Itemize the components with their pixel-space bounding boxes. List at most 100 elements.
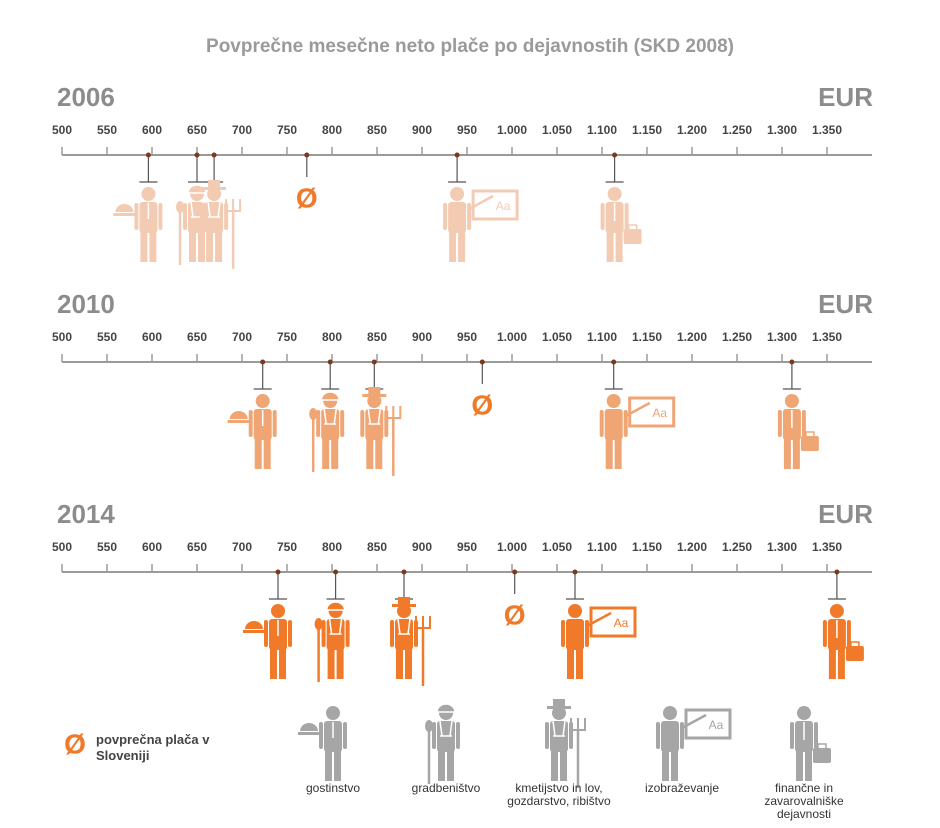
icon-head	[207, 187, 222, 201]
icon-head	[606, 394, 621, 408]
legend-average-symbol: Ø	[64, 728, 86, 759]
sector-icon	[390, 597, 431, 686]
icon-leg	[263, 439, 271, 469]
icon-leg	[375, 439, 383, 469]
icon-arm	[656, 722, 660, 749]
icon-leg	[140, 232, 148, 262]
sector-icon	[777, 394, 819, 469]
icon-pointer	[625, 401, 651, 418]
icon-hat	[325, 601, 346, 611]
icon-tray-base	[113, 213, 136, 216]
x-tick-label: 1.350	[812, 123, 842, 137]
sector-icon	[243, 604, 292, 679]
icon-torso	[661, 721, 679, 752]
x-tick-label: 800	[322, 123, 342, 137]
icon-leg	[615, 232, 623, 262]
icon-torso	[566, 619, 584, 650]
icon-arm	[340, 410, 345, 437]
icon-tray-base	[227, 420, 250, 423]
x-tick-label: 1.100	[587, 540, 617, 554]
x-tick-label: 900	[412, 123, 432, 137]
icon-torso	[604, 409, 623, 440]
icon-leg	[327, 649, 335, 679]
x-tick-label: 700	[232, 123, 252, 137]
icon-hat-brim	[362, 394, 387, 397]
pin-dot	[454, 152, 460, 158]
icon-arm	[158, 203, 163, 230]
x-tick-label: 950	[457, 330, 477, 344]
x-tick-label: 600	[142, 330, 162, 344]
x-tick-label: 600	[142, 123, 162, 137]
icon-head	[568, 604, 582, 618]
pin-dot	[572, 569, 578, 575]
legend-icon: Aa	[656, 706, 732, 781]
icon-arm	[801, 410, 806, 437]
pin-dot	[304, 152, 310, 158]
x-tick-label: 1.050	[542, 123, 572, 137]
icon-pointer	[468, 194, 494, 211]
legend-icon	[790, 706, 831, 781]
x-tick-label: 1.300	[767, 540, 797, 554]
icon-arm	[846, 620, 851, 647]
icon-arm	[360, 410, 365, 437]
pin-dot	[371, 359, 377, 365]
icon-shovel-blade	[309, 408, 318, 420]
x-tick-label: 1.200	[677, 330, 707, 344]
unit-label: EUR	[818, 289, 873, 319]
icon-overall	[328, 618, 343, 635]
pin-dot	[194, 152, 200, 158]
x-tick-label: 1.200	[677, 540, 707, 554]
icon-arm	[790, 722, 794, 749]
icon-leg	[614, 439, 622, 469]
year-label: 2010	[57, 289, 115, 319]
x-tick-label: 1.100	[587, 330, 617, 344]
icon-arm	[248, 410, 253, 437]
icon-board-text: Aa	[709, 718, 724, 732]
x-tick-label: 850	[367, 330, 387, 344]
icon-pointer	[586, 611, 612, 628]
icon-board	[471, 189, 519, 221]
x-tick-label: 1.000	[497, 540, 527, 554]
icon-board-text: Aa	[614, 616, 629, 630]
pin-dot	[611, 359, 617, 365]
icon-leg	[805, 751, 812, 781]
icon-overall	[552, 720, 566, 737]
x-tick-label: 1.250	[722, 123, 752, 137]
x-tick-label: 650	[187, 540, 207, 554]
x-tick-label: 1.350	[812, 330, 842, 344]
icon-arm	[624, 203, 629, 230]
unit-label: EUR	[818, 82, 873, 112]
icon-leg	[783, 439, 791, 469]
legend-label: izobraževanje	[644, 781, 720, 795]
icon-leg	[334, 751, 341, 781]
sector-icon	[314, 601, 350, 682]
pin-dot	[260, 359, 266, 365]
icon-tray	[115, 204, 134, 212]
icon-briefcase-handle	[805, 431, 815, 438]
icon-arm	[183, 203, 187, 230]
icon-board	[589, 606, 637, 638]
icon-leg	[606, 232, 614, 262]
icon-pitchfork-tines	[570, 718, 586, 731]
icon-hat	[187, 184, 207, 194]
icon-leg	[325, 751, 332, 781]
x-tick-label: 550	[97, 123, 117, 137]
year-label: 2006	[57, 82, 115, 112]
icon-head	[797, 706, 811, 720]
legend-average-label: povprečna plača v Sloveniji	[96, 732, 210, 763]
x-tick-label: 1.250	[722, 540, 752, 554]
icon-pitchfork-tines	[385, 406, 402, 419]
icon-board-text: Aa	[496, 199, 511, 213]
icon-arm	[316, 410, 321, 437]
x-tick-label: 900	[412, 330, 432, 344]
icon-torso	[448, 202, 467, 233]
icon-arm	[345, 620, 350, 647]
x-tick-label: 850	[367, 540, 387, 554]
pin-dot	[333, 569, 339, 575]
x-tick-label: 900	[412, 540, 432, 554]
x-tick-label: 850	[367, 123, 387, 137]
x-tick-label: 950	[457, 123, 477, 137]
icon-leg	[336, 649, 344, 679]
x-tick-label: 1.050	[542, 540, 572, 554]
